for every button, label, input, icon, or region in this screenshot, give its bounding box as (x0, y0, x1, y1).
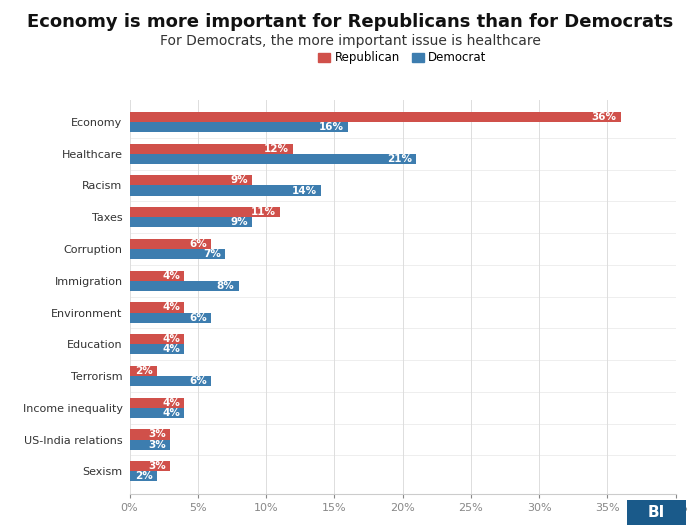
Bar (130, 312, 211, 323)
Text: 16%: 16% (318, 122, 344, 132)
Bar (130, 344, 184, 354)
Text: 2%: 2% (135, 471, 153, 481)
Bar (130, 439, 171, 450)
Bar (130, 408, 184, 418)
Bar (130, 249, 225, 259)
Text: 2%: 2% (135, 366, 153, 376)
Text: 6%: 6% (190, 376, 207, 386)
Text: 36%: 36% (592, 112, 617, 122)
Bar (130, 281, 239, 291)
Bar (130, 397, 184, 408)
Text: 7%: 7% (203, 249, 221, 259)
Text: 8%: 8% (217, 281, 234, 291)
Bar (130, 217, 253, 227)
Text: For Democrats, the more important issue is healthcare: For Democrats, the more important issue … (160, 34, 540, 48)
Text: 9%: 9% (230, 175, 248, 185)
Bar (130, 334, 184, 344)
Bar (130, 207, 279, 217)
Text: 9%: 9% (230, 217, 248, 227)
Bar (130, 270, 184, 281)
Text: 21%: 21% (387, 154, 412, 164)
Bar (130, 154, 416, 164)
Text: 4%: 4% (162, 302, 180, 312)
Bar (130, 461, 171, 471)
Bar (130, 112, 621, 122)
Bar (130, 143, 293, 154)
Bar (130, 122, 348, 132)
Bar (130, 366, 157, 376)
Text: BI: BI (648, 505, 665, 520)
Bar (130, 376, 211, 386)
Text: 11%: 11% (251, 207, 276, 217)
Bar (130, 429, 171, 439)
Text: 6%: 6% (190, 312, 207, 322)
Bar (130, 175, 253, 185)
Text: 6%: 6% (190, 239, 207, 249)
Text: Economy is more important for Republicans than for Democrats: Economy is more important for Republican… (27, 13, 673, 31)
Text: 4%: 4% (162, 397, 180, 408)
Bar (130, 239, 211, 249)
Text: 12%: 12% (264, 144, 289, 154)
Text: 4%: 4% (162, 271, 180, 281)
Text: 3%: 3% (148, 439, 167, 449)
Text: 4%: 4% (162, 344, 180, 354)
Bar (130, 471, 157, 481)
Text: 4%: 4% (162, 408, 180, 418)
Text: 3%: 3% (148, 461, 167, 471)
Legend: Republican, Democrat: Republican, Democrat (314, 47, 491, 69)
Bar (130, 302, 184, 312)
Text: 4%: 4% (162, 334, 180, 344)
Text: 14%: 14% (291, 185, 316, 196)
Bar (130, 185, 321, 196)
Text: 3%: 3% (148, 429, 167, 439)
